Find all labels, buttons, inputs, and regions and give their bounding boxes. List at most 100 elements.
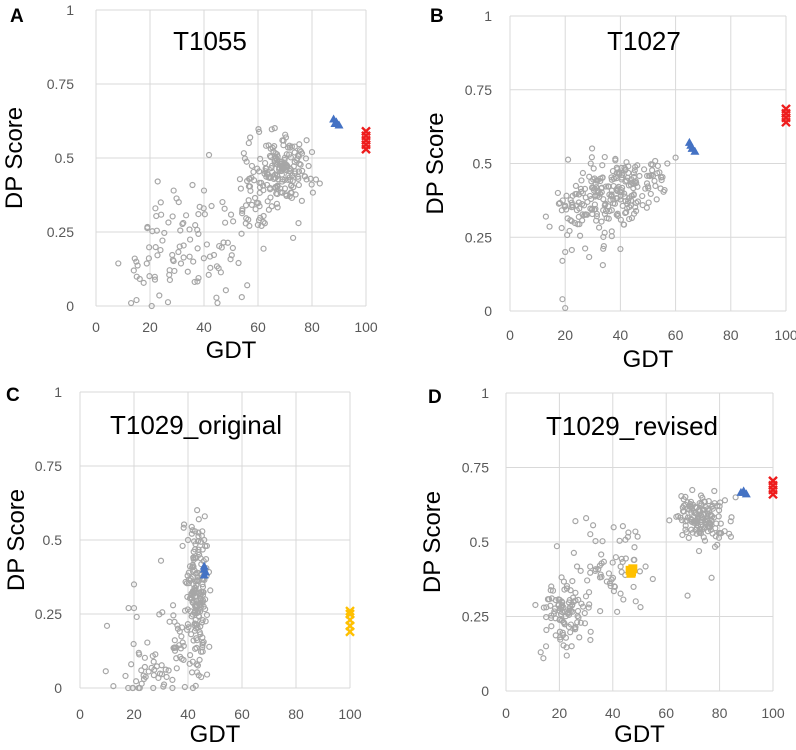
data-point [583,211,591,218]
data-point [615,170,622,177]
reference-point [361,126,371,137]
data-point [177,645,185,652]
data-point [144,225,151,232]
data-point [568,246,575,254]
data-point [623,209,630,216]
data-point [145,668,152,675]
data-point [612,157,619,164]
panel-letter: A [10,6,24,27]
data-point [657,174,665,181]
data-point [150,684,157,692]
data-point [154,178,161,185]
data-point [196,593,203,600]
data-point [634,183,641,190]
data-point [237,185,244,192]
data-point [606,208,613,215]
y-axis-title: DP Score [1,107,28,209]
data-point [250,168,257,176]
data-point [195,533,202,540]
data-point [140,279,147,286]
data-point [207,264,214,271]
y-tick-label: 0 [66,298,74,314]
x-tick-label: 60 [250,319,266,335]
data-point [566,227,573,235]
data-point [631,544,638,551]
data-point [624,200,631,208]
data-point [704,523,712,530]
data-point [666,517,673,524]
data-point [298,197,305,204]
data-point [180,242,187,249]
data-point [292,168,299,175]
data-point [642,563,649,570]
data-point [689,486,696,494]
data-point [255,126,262,133]
data-point [622,536,629,543]
data-point [156,292,163,299]
data-point [274,183,281,191]
data-point [697,526,704,533]
data-point [639,192,646,200]
data-point [713,520,720,527]
data-point [125,604,132,612]
data-point [634,533,641,540]
data-point [157,557,165,564]
data-point [203,671,211,678]
data-point [184,626,191,633]
data-point [587,531,594,538]
data-point [265,142,272,149]
data-point [579,169,586,177]
data-point [173,665,180,672]
data-point [175,248,182,256]
y-axis-title: DP Score [3,489,30,591]
chart-title: T1055 [173,26,247,56]
data-point [166,276,174,284]
data-point [693,504,700,511]
data-point [189,658,196,665]
data-point [138,667,145,674]
data-point [564,156,572,163]
data-point [262,168,269,175]
data-point [647,190,654,198]
data-point [164,299,172,306]
data-point [221,205,228,212]
data-point [567,587,574,594]
data-point [542,643,550,650]
data-point [195,529,202,536]
data-point [245,139,252,147]
data-point [695,547,703,555]
data-point [150,658,157,665]
data-point [165,667,172,674]
y-tick-label: 0.5 [473,156,493,172]
data-point [110,683,117,690]
x-axis-title: GDT [623,346,674,373]
data-point [170,257,177,265]
data-point [641,166,648,173]
data-point [548,595,555,602]
data-point [275,176,282,183]
chart-title: T1027 [607,26,681,56]
data-point [158,662,165,669]
data-point [169,684,176,692]
data-point [709,502,716,509]
data-point [593,210,601,217]
data-point [188,523,195,531]
data-point [192,625,200,632]
data-point [258,179,265,186]
x-tick-label: 0 [502,705,510,721]
data-point [186,236,194,243]
data-point [152,244,159,251]
data-point [152,205,159,212]
data-point [161,229,168,237]
data-point [553,543,561,550]
data-point [248,201,255,209]
y-tick-label: 0 [481,683,489,699]
data-point [651,177,658,184]
highlight-point [739,487,749,496]
data-point [260,245,267,252]
data-point [195,230,202,237]
x-tick-label: 80 [712,705,728,721]
data-point [153,212,160,220]
data-point [688,509,695,516]
